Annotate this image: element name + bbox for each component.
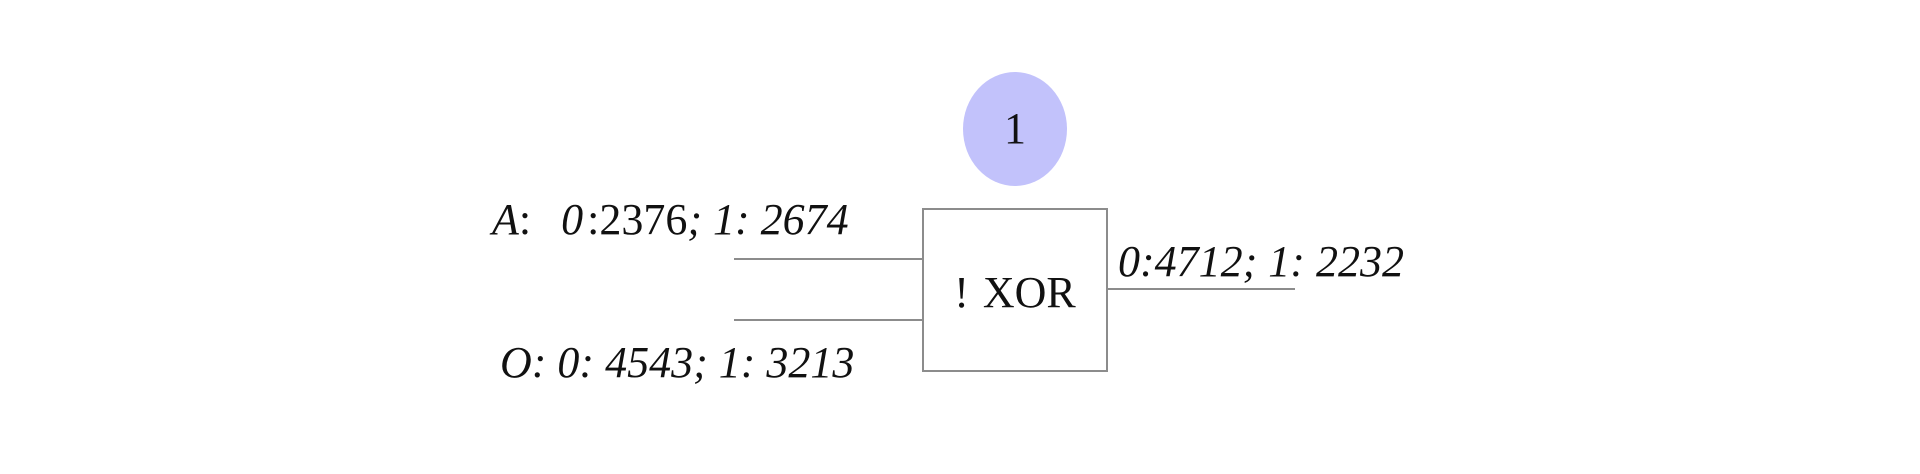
input-a-one-count: ; 1: 2674	[687, 195, 849, 244]
input-a-zero-separator: :	[587, 195, 600, 244]
input-a-zero-count: 2376	[599, 195, 688, 244]
output-label: 0:4712; 1: 2232	[1118, 237, 1404, 286]
gate-operator: ! XOR	[954, 265, 1076, 315]
gate-negation: !	[954, 268, 969, 317]
xor-gate-box: ! XOR	[922, 208, 1108, 372]
input-a-zero-label: 0	[561, 195, 584, 244]
input-a-colon: :	[518, 195, 532, 244]
input-o-label: O: 0: 4543; 1: 3213	[500, 338, 855, 387]
output-wire	[1108, 288, 1295, 290]
input-a-name: A	[492, 195, 519, 244]
node-number: 1	[1004, 104, 1026, 153]
gate-operator-name: XOR	[982, 268, 1076, 317]
input-a-label: A: 0:2376; 1: 2674	[492, 198, 849, 242]
input-a-wire	[734, 258, 922, 260]
input-o-wire	[734, 319, 922, 321]
node-number-badge: 1	[963, 72, 1067, 186]
